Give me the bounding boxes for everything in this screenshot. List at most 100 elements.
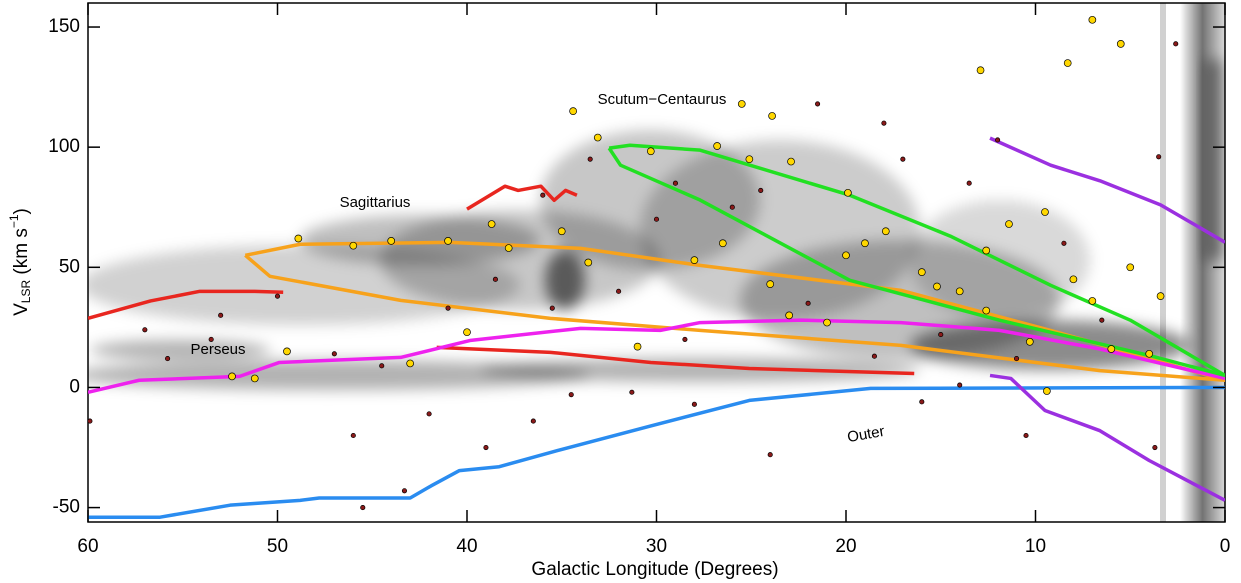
source-point — [646, 147, 655, 156]
source-point — [966, 180, 972, 186]
source-point — [1005, 220, 1013, 228]
y-tick-label: 50 — [59, 256, 80, 277]
source-point — [718, 239, 727, 248]
y-label-part: ) — [11, 208, 32, 214]
source-point — [504, 244, 513, 252]
source-point — [1013, 356, 1020, 362]
y-label-sup: −1 — [7, 214, 21, 228]
source-point — [1061, 240, 1067, 246]
source-point — [805, 300, 811, 306]
arm-line — [607, 143, 1225, 378]
arm-line — [88, 289, 284, 321]
source-point — [569, 107, 577, 115]
source-point — [900, 156, 906, 162]
source-point — [881, 227, 890, 236]
source-point — [917, 268, 926, 276]
source-point — [401, 488, 408, 494]
arm-line — [88, 385, 1225, 519]
source-point — [445, 305, 451, 311]
x-tick-label: 20 — [835, 536, 856, 557]
source-point — [387, 237, 396, 245]
x-tick-label: 30 — [646, 536, 667, 557]
y-label-part: V — [11, 303, 32, 316]
source-point — [976, 66, 985, 75]
plot-layer — [88, 15, 1225, 519]
source-point — [682, 336, 688, 342]
arm-label: Outer — [846, 423, 886, 446]
source-point — [1088, 15, 1097, 24]
source-point — [1126, 263, 1135, 272]
x-tick-label: 60 — [77, 536, 98, 557]
source-point — [406, 359, 414, 368]
x-tick-label: 50 — [267, 536, 288, 557]
source-point — [1152, 444, 1158, 451]
source-point — [487, 220, 496, 228]
source-point — [633, 342, 642, 351]
arm-line — [466, 184, 578, 211]
source-point — [933, 282, 941, 291]
source-point — [1088, 297, 1097, 305]
source-point — [1156, 154, 1162, 160]
source-point — [690, 256, 699, 264]
source-point — [982, 306, 991, 315]
source-point — [737, 100, 746, 108]
y-tick-label: 0 — [69, 376, 80, 397]
source-point — [995, 137, 1001, 143]
source-point — [165, 356, 171, 362]
source-point — [1173, 41, 1179, 47]
source-point — [540, 192, 546, 198]
y-label-part: (km s — [11, 228, 32, 280]
source-point — [584, 258, 593, 267]
source-point — [1069, 275, 1078, 284]
source-point — [785, 311, 794, 320]
x-tick-label: 0 — [1220, 536, 1231, 557]
arm-label: Sagittarius — [340, 194, 411, 211]
source-point — [587, 156, 593, 162]
source-point — [672, 180, 679, 186]
source-point — [842, 251, 850, 260]
source-point — [815, 101, 821, 107]
source-point — [768, 112, 776, 120]
source-point — [871, 353, 877, 359]
y-axis-label: VLSR (km s−1) — [7, 208, 33, 316]
source-point — [653, 216, 660, 222]
source-point — [530, 418, 536, 424]
arm-label: Scutum−Centaurus — [598, 91, 727, 108]
source-point — [823, 318, 831, 327]
source-point — [492, 276, 498, 282]
source-point — [881, 120, 887, 126]
source-point — [88, 418, 93, 424]
x-tick-label: 40 — [456, 536, 477, 557]
arm-label: Perseus — [190, 341, 245, 358]
source-point — [1099, 317, 1105, 323]
source-point — [1025, 337, 1034, 346]
source-point — [844, 188, 852, 197]
source-point — [758, 187, 764, 193]
source-point — [568, 392, 574, 398]
source-point — [729, 204, 735, 210]
x-axis-label: Galactic Longitude (Degrees) — [531, 559, 778, 580]
source-point — [1043, 387, 1051, 395]
source-point — [713, 142, 721, 150]
arm-line — [436, 345, 915, 376]
source-point — [463, 328, 471, 337]
source-point — [861, 239, 869, 248]
source-point — [938, 332, 944, 338]
y-label-sub: LSR — [19, 280, 33, 304]
source-point — [218, 312, 224, 318]
y-tick-label: 100 — [48, 136, 80, 157]
source-point — [629, 389, 635, 395]
y-tick-label: -50 — [53, 497, 80, 518]
source-point — [1023, 432, 1029, 439]
source-point — [331, 351, 337, 357]
source-point — [919, 399, 925, 405]
source-point — [745, 155, 754, 164]
source-point — [349, 241, 358, 250]
source-point — [1107, 345, 1116, 353]
source-point — [957, 382, 963, 388]
source-point — [982, 246, 991, 255]
source-point — [379, 363, 385, 369]
source-point — [228, 372, 236, 381]
source-point — [549, 305, 555, 311]
